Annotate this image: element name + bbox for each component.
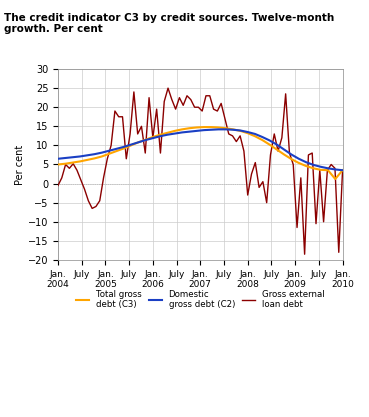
Legend: Total gross
debt (C3), Domestic
gross debt (C2), Gross external
loan debt: Total gross debt (C3), Domestic gross de… [73,286,328,313]
Text: The credit indicator C3 by credit sources. Twelve-month
growth. Per cent: The credit indicator C3 by credit source… [4,13,334,34]
Y-axis label: Per cent: Per cent [15,144,25,185]
